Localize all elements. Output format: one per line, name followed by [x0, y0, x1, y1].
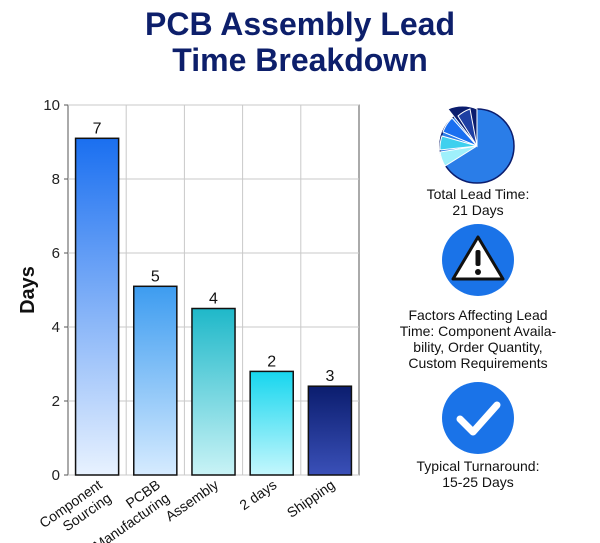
- y-axis-ticks: 0 2 4 6 8 10: [43, 97, 68, 484]
- x-tick-label: Shipping: [284, 476, 338, 520]
- y-tick-label: 0: [52, 467, 60, 484]
- bar-value-label: 2: [267, 353, 276, 370]
- checkmark-icon: [442, 382, 514, 454]
- chart-title-line-1: PCB Assembly Lead: [144, 6, 456, 42]
- typical-turnaround-text: Typical Turnaround: 15-25 Days: [416, 458, 540, 490]
- pie-chart-icon: [439, 105, 515, 184]
- bars: [74, 137, 353, 476]
- y-tick-label: 4: [52, 319, 60, 336]
- bar-value-label: 7: [93, 120, 102, 137]
- bar-value-labels: 7 5 4 2 3: [93, 120, 335, 385]
- x-axis-ticks: ComponentSourcing PCBBManufacturingAssemb…: [36, 476, 337, 543]
- bar: [74, 137, 120, 476]
- factors-text: Factors Affecting Lead Time: Component A…: [399, 307, 557, 371]
- bar-value-label: 5: [151, 268, 160, 285]
- bar: [191, 307, 236, 476]
- bar: [307, 385, 353, 476]
- y-axis-label: Days: [17, 266, 39, 314]
- warning-icon: [442, 224, 514, 296]
- x-tick-label: 2 days: [236, 476, 279, 513]
- chart-title-line-2: Time Breakdown: [172, 42, 428, 78]
- total-lead-time-text: Total Lead Time: 21 Days: [426, 186, 530, 218]
- y-tick-label: 10: [43, 97, 60, 114]
- bar-value-label: 4: [209, 291, 218, 308]
- x-tick-label: Assembly: [162, 476, 221, 524]
- chart-title: PCB Assembly Lead Time Breakdown: [0, 6, 600, 78]
- bar: [249, 370, 294, 476]
- y-tick-label: 6: [52, 245, 60, 262]
- y-tick-label: 2: [52, 393, 60, 410]
- bar-value-label: 3: [325, 368, 334, 385]
- bar: [133, 285, 178, 476]
- y-tick-label: 8: [52, 171, 60, 188]
